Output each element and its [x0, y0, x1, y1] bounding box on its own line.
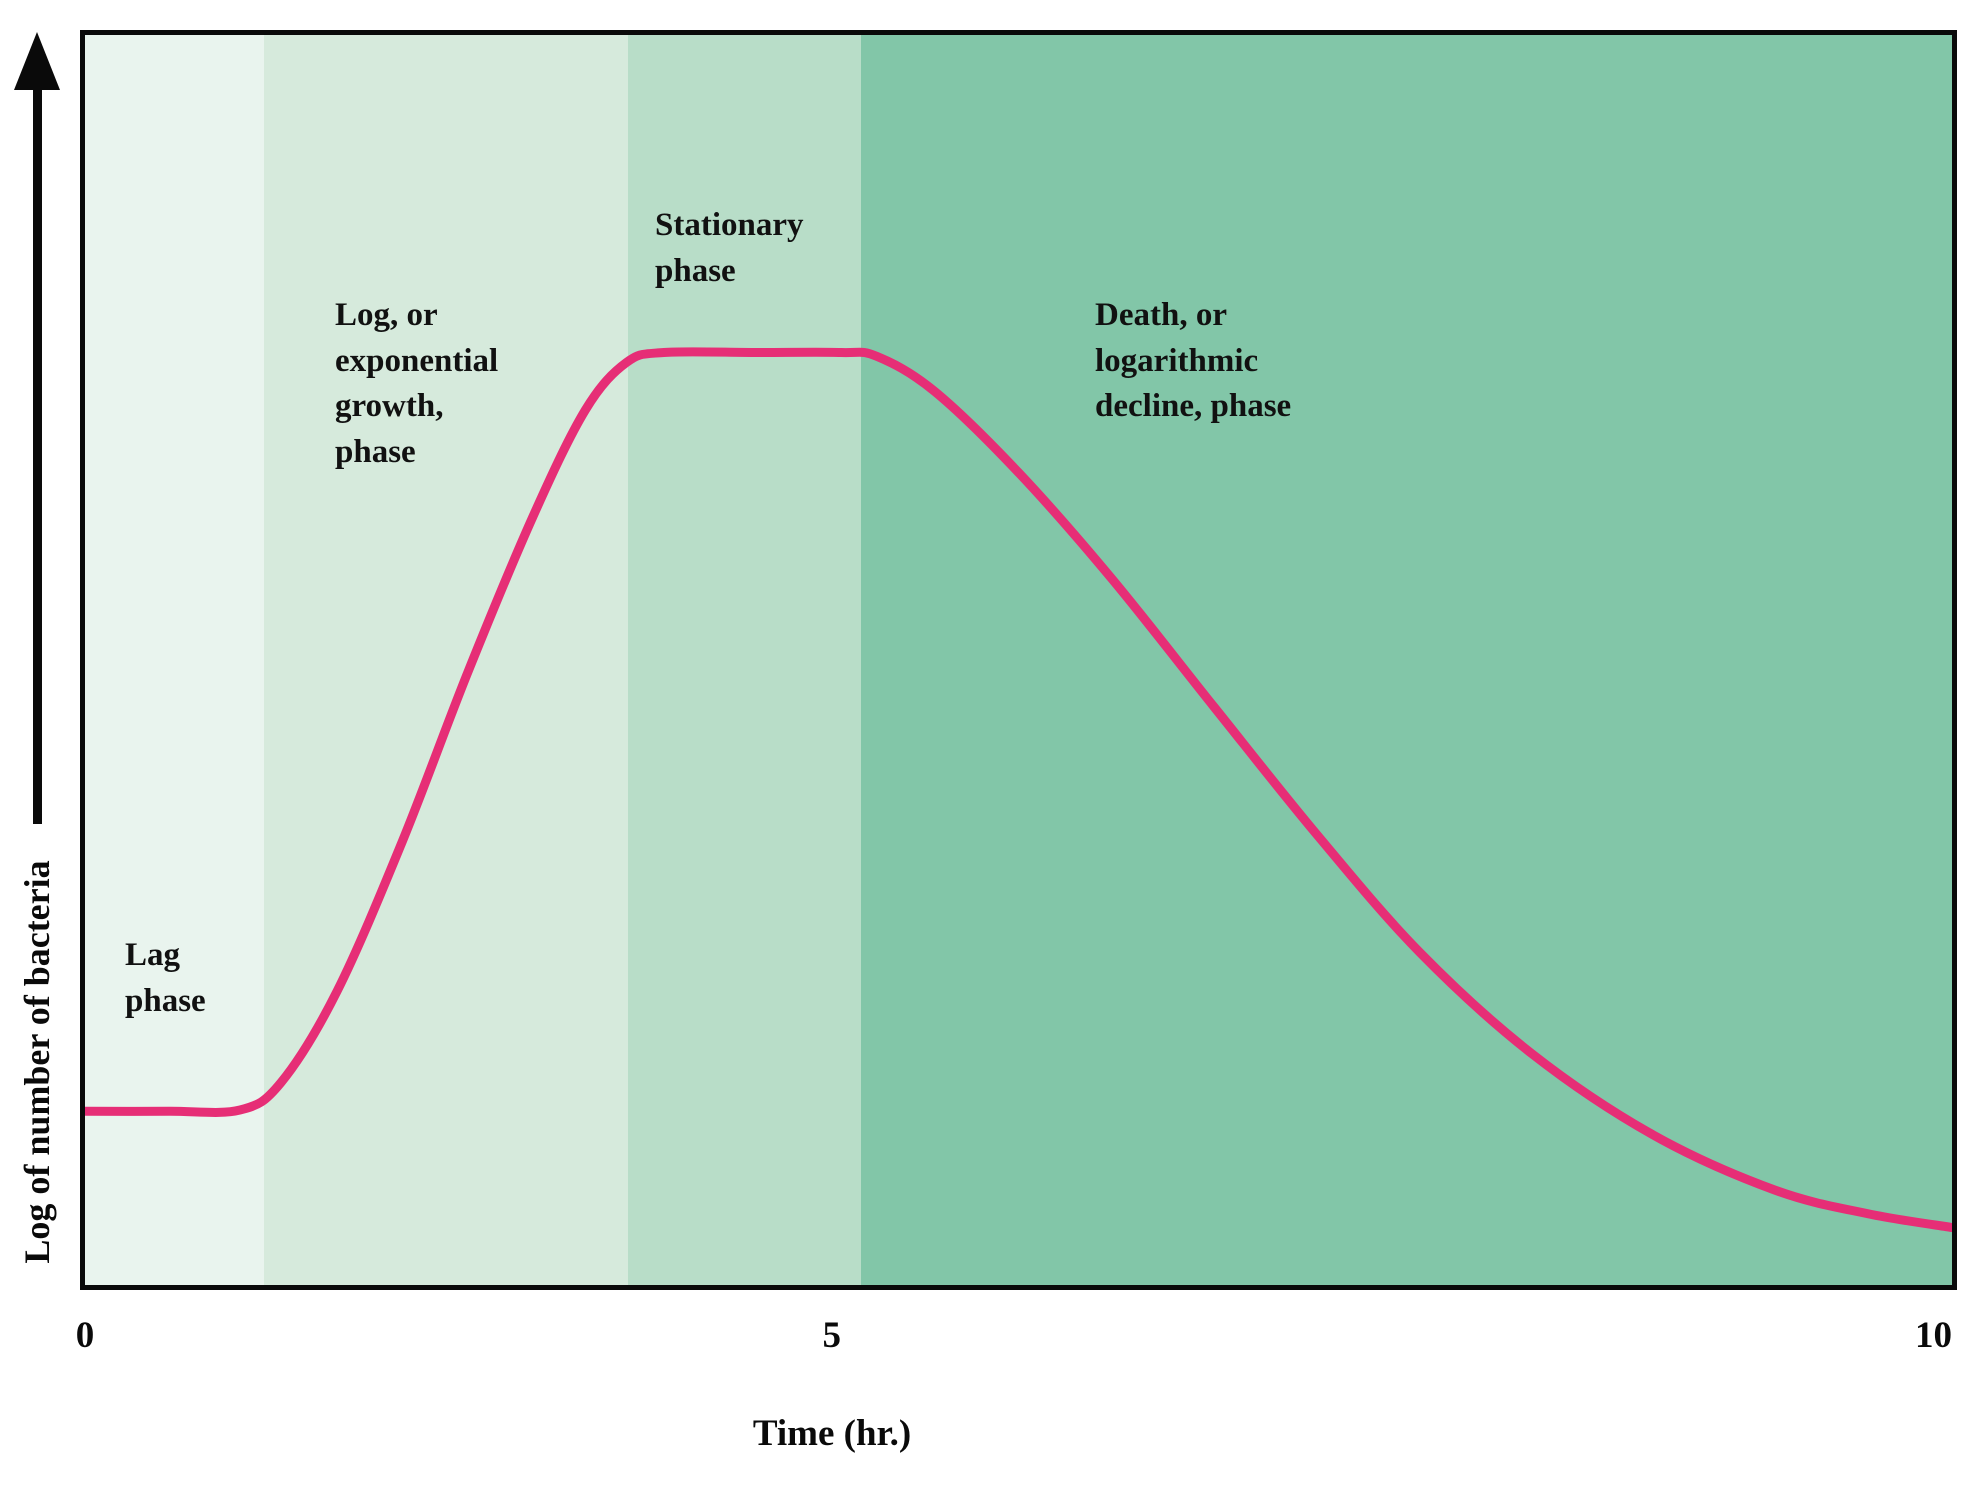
curve-canvas: [85, 35, 1952, 1285]
phase-band-2: [264, 35, 629, 1285]
x-tick-5: 5: [822, 1315, 842, 1356]
plot-area: Lag phase Log, or exponential growth, ph…: [80, 30, 1957, 1290]
arrow-shaft: [33, 86, 42, 824]
x-axis-label: Time (hr.): [752, 1413, 912, 1454]
phase-band-4: [860, 35, 1952, 1285]
phase-band-1: [85, 35, 265, 1285]
phase-label-log: Log, or exponential growth, phase: [335, 297, 499, 470]
phase-bands: [85, 35, 1952, 1285]
growth-curve: [85, 352, 1952, 1228]
phase-label-lag: Lag phase: [125, 937, 206, 1019]
x-axis-ticks: 0 5 10: [76, 1314, 1952, 1366]
phase-band-3: [628, 35, 861, 1285]
arrow-up-icon: [14, 32, 60, 90]
x-tick-10: 10: [1915, 1315, 1952, 1356]
phase-label-death: Death, or logarithmic decline, phase: [1095, 297, 1292, 425]
phase-label-stationary: Stationary phase: [655, 207, 804, 289]
x-tick-0: 0: [75, 1315, 95, 1356]
y-axis-label: Log of number of bacteria: [17, 860, 57, 1264]
